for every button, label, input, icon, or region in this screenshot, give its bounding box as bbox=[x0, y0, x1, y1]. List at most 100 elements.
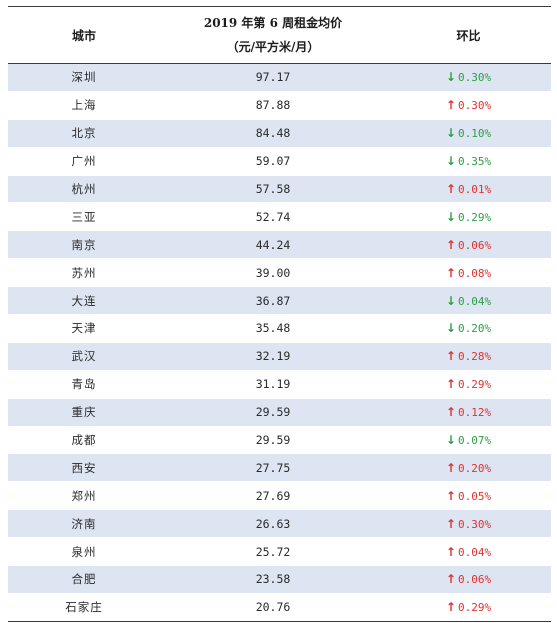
city-cell: 济南 bbox=[8, 509, 160, 538]
mom-cell: ↓ 0.10% bbox=[386, 118, 551, 148]
city-cell: 成都 bbox=[8, 425, 160, 454]
header-mom: 环比 bbox=[386, 6, 551, 64]
price-cell: 84.48 bbox=[160, 118, 386, 148]
table-row: 济南 26.63 ↑ 0.30% bbox=[8, 509, 551, 538]
city-cell: 武汉 bbox=[8, 341, 160, 371]
mom-cell: ↑ 0.28% bbox=[386, 341, 551, 371]
arrow-up-icon: ↑ bbox=[445, 544, 456, 559]
mom-value: 0.07% bbox=[457, 434, 492, 448]
mom-value: 0.35% bbox=[457, 155, 492, 169]
table-row: 北京 84.48 ↓ 0.10% bbox=[8, 118, 551, 148]
arrow-down-icon: ↓ bbox=[445, 126, 456, 141]
table-row: 石家庄 20.76 ↑ 0.29% bbox=[8, 592, 551, 622]
price-cell: 20.76 bbox=[160, 592, 386, 622]
city-cell: 重庆 bbox=[8, 397, 160, 427]
price-cell: 57.58 bbox=[160, 174, 386, 203]
mom-value: 0.29% bbox=[457, 601, 492, 615]
arrow-down-icon: ↓ bbox=[445, 70, 456, 85]
city-cell: 广州 bbox=[8, 146, 160, 176]
city-cell: 深圳 bbox=[8, 63, 160, 92]
arrow-up-icon: ↑ bbox=[445, 377, 456, 392]
price-cell: 26.63 bbox=[160, 509, 386, 538]
mom-value: 0.06% bbox=[457, 573, 492, 587]
city-cell: 北京 bbox=[8, 118, 160, 148]
arrow-up-icon: ↑ bbox=[445, 600, 456, 615]
price-cell: 29.59 bbox=[160, 425, 386, 454]
price-cell: 25.72 bbox=[160, 537, 386, 566]
mom-cell: ↓ 0.20% bbox=[386, 314, 551, 343]
table-row: 杭州 57.58 ↑ 0.01% bbox=[8, 174, 551, 203]
table-row: 广州 59.07 ↓ 0.35% bbox=[8, 146, 551, 176]
arrow-down-icon: ↓ bbox=[445, 321, 456, 336]
table-header: 城市 2019 年第 6 周租金均价 （元/平方米/月） 环比 bbox=[8, 6, 551, 64]
city-cell: 郑州 bbox=[8, 481, 160, 510]
header-price-unit: （元/平方米/月） bbox=[226, 40, 320, 54]
rent-price-table: 城市 2019 年第 6 周租金均价 （元/平方米/月） 环比 深圳 97.17 ↓… bbox=[8, 6, 551, 622]
city-cell: 苏州 bbox=[8, 258, 160, 287]
table-row: 成都 29.59 ↓ 0.07% bbox=[8, 425, 551, 454]
city-cell: 杭州 bbox=[8, 174, 160, 203]
table-row: 上海 87.88 ↑ 0.30% bbox=[8, 90, 551, 120]
table-row: 天津 35.48 ↓ 0.20% bbox=[8, 314, 551, 343]
mom-value: 0.05% bbox=[457, 489, 492, 503]
city-cell: 泉州 bbox=[8, 537, 160, 566]
mom-value: 0.20% bbox=[457, 322, 492, 336]
mom-cell: ↑ 0.04% bbox=[386, 537, 551, 566]
price-cell: 32.19 bbox=[160, 341, 386, 371]
city-cell: 合肥 bbox=[8, 565, 160, 594]
arrow-up-icon: ↑ bbox=[445, 460, 456, 475]
mom-value: 0.29% bbox=[457, 210, 492, 224]
arrow-up-icon: ↑ bbox=[445, 488, 456, 503]
table-row: 大连 36.87 ↓ 0.04% bbox=[8, 286, 551, 315]
price-cell: 27.75 bbox=[160, 453, 386, 482]
mom-cell: ↑ 0.30% bbox=[386, 509, 551, 538]
header-city: 城市 bbox=[8, 6, 160, 64]
arrow-down-icon: ↓ bbox=[445, 154, 456, 169]
price-cell: 27.69 bbox=[160, 481, 386, 510]
city-cell: 青岛 bbox=[8, 369, 160, 399]
mom-cell: ↑ 0.06% bbox=[386, 230, 551, 259]
price-cell: 31.19 bbox=[160, 369, 386, 399]
mom-value: 0.04% bbox=[457, 294, 492, 308]
table-row: 南京 44.24 ↑ 0.06% bbox=[8, 230, 551, 259]
mom-value: 0.12% bbox=[457, 406, 492, 420]
table-row: 深圳 97.17 ↓ 0.30% bbox=[8, 63, 551, 92]
price-cell: 59.07 bbox=[160, 146, 386, 176]
city-cell: 三亚 bbox=[8, 202, 160, 231]
mom-cell: ↑ 0.20% bbox=[386, 453, 551, 482]
mom-value: 0.30% bbox=[457, 71, 492, 85]
mom-cell: ↓ 0.29% bbox=[386, 202, 551, 231]
table-row: 合肥 23.58 ↑ 0.06% bbox=[8, 565, 551, 594]
city-cell: 上海 bbox=[8, 90, 160, 120]
mom-cell: ↑ 0.30% bbox=[386, 90, 551, 120]
mom-value: 0.04% bbox=[457, 545, 492, 559]
mom-cell: ↑ 0.01% bbox=[386, 174, 551, 203]
price-cell: 39.00 bbox=[160, 258, 386, 287]
mom-value: 0.08% bbox=[457, 266, 492, 280]
city-cell: 南京 bbox=[8, 230, 160, 259]
table-row: 苏州 39.00 ↑ 0.08% bbox=[8, 258, 551, 287]
mom-cell: ↑ 0.06% bbox=[386, 565, 551, 594]
mom-cell: ↑ 0.05% bbox=[386, 481, 551, 510]
city-cell: 西安 bbox=[8, 453, 160, 482]
header-mom-label: 环比 bbox=[456, 28, 481, 43]
price-cell: 87.88 bbox=[160, 90, 386, 120]
mom-value: 0.01% bbox=[457, 183, 492, 196]
mom-cell: ↓ 0.35% bbox=[386, 146, 551, 176]
arrow-up-icon: ↑ bbox=[445, 98, 456, 113]
mom-cell: ↓ 0.04% bbox=[386, 286, 551, 315]
mom-value: 0.20% bbox=[457, 461, 492, 475]
arrow-up-icon: ↑ bbox=[445, 516, 456, 531]
mom-value: 0.06% bbox=[457, 238, 492, 252]
price-cell: 29.59 bbox=[160, 397, 386, 427]
city-cell: 天津 bbox=[8, 314, 160, 343]
arrow-up-icon: ↑ bbox=[445, 405, 456, 420]
table-row: 西安 27.75 ↑ 0.20% bbox=[8, 453, 551, 482]
city-cell: 大连 bbox=[8, 286, 160, 315]
table-row: 泉州 25.72 ↑ 0.04% bbox=[8, 537, 551, 566]
mom-cell: ↓ 0.07% bbox=[386, 425, 551, 454]
price-cell: 36.87 bbox=[160, 286, 386, 315]
table-row: 武汉 32.19 ↑ 0.28% bbox=[8, 341, 551, 371]
header-price-title: 2019 年第 6 周租金均价 bbox=[203, 16, 343, 30]
